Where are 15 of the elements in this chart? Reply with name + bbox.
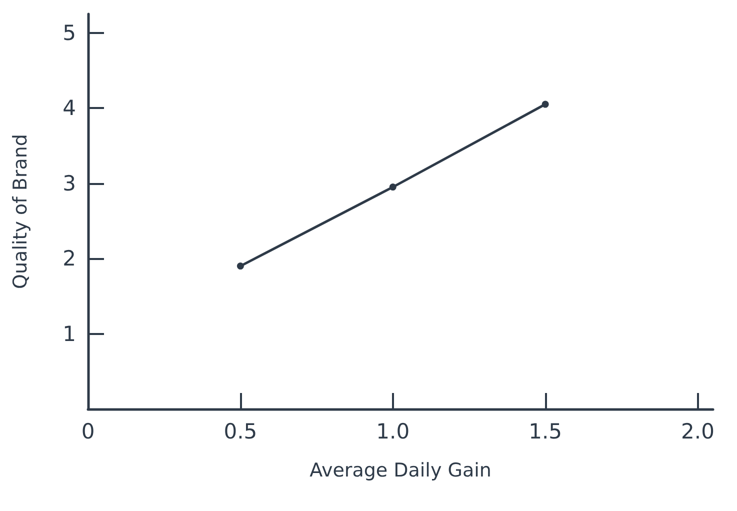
x-tick-label: 0.5 xyxy=(224,420,258,444)
y-tick-label: 2 xyxy=(62,246,76,271)
x-axis-title: Average Daily Gain xyxy=(310,460,492,482)
y-tick-label: 3 xyxy=(62,171,76,196)
y-tick-label: 4 xyxy=(62,96,76,120)
y-tick-label: 1 xyxy=(62,322,76,346)
x-tick-label: 1.5 xyxy=(528,420,562,444)
point xyxy=(542,100,549,108)
x-tick-label: 1.0 xyxy=(376,420,410,444)
point xyxy=(236,262,244,270)
point xyxy=(389,184,396,191)
y-axis-title: Quality of Brand xyxy=(10,134,32,289)
y-tick-label: 5 xyxy=(62,20,76,45)
x-tick-label: 0 xyxy=(81,420,95,444)
x-tick-label: 2.0 xyxy=(681,420,714,444)
